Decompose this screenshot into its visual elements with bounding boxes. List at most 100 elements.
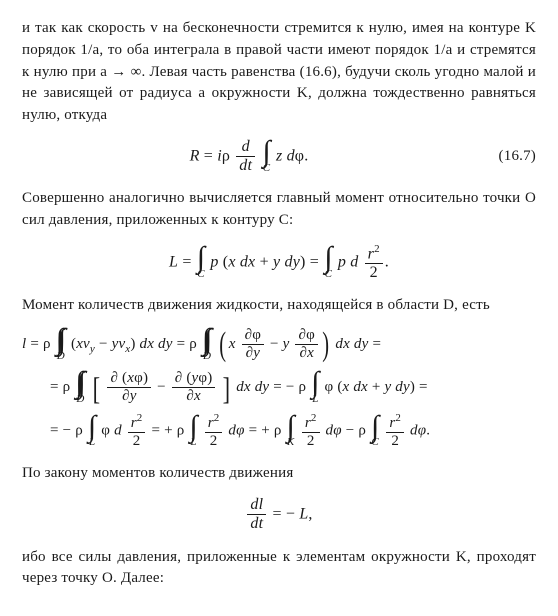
paragraph-5: ибо все силы давления, приложенные к эле…	[22, 547, 536, 591]
frac-dyphi-dx: ∂ (yφ) ∂x	[172, 371, 216, 404]
iint-D-1: ∫∫ D	[56, 327, 66, 362]
rhoE: ρ	[299, 379, 307, 395]
integral-C-3: ∫ C	[324, 245, 332, 280]
frac-dldt: dl dt	[247, 497, 266, 532]
iint-D-2: ∫∫ D	[202, 327, 212, 362]
integral-C-1: ∫ C	[262, 139, 270, 174]
phiG: φ	[101, 423, 110, 439]
frac-dphi-dy: ∂φ ∂y	[242, 328, 264, 361]
y1: y	[273, 253, 280, 270]
dxdyB: dx dy	[335, 336, 368, 352]
pa8: ∂	[186, 388, 194, 404]
frac-r2-2b: r2 2	[128, 413, 146, 449]
den2a: 2	[365, 264, 383, 282]
loD3: D	[75, 394, 85, 405]
eqB: =	[177, 336, 186, 352]
dyE: dy	[395, 379, 410, 395]
eq-sign: =	[204, 147, 213, 164]
pa6: ∂	[122, 388, 130, 404]
loC4: C	[371, 437, 379, 448]
dphiJ: dφ	[410, 423, 426, 439]
dt-den: dt	[239, 157, 252, 174]
yB: y	[283, 336, 290, 352]
pa7: ∂	[175, 370, 183, 386]
subxA: x	[125, 343, 130, 355]
dG: d	[114, 423, 122, 439]
phiD2: φ	[198, 370, 207, 386]
minD: −	[157, 379, 166, 395]
paragraph-4: По закону моментов количеств движения	[22, 463, 536, 485]
plusH: +	[164, 423, 173, 439]
loD2: D	[202, 351, 212, 362]
equation-16-7: R = iρ d dt ∫ C z dφ. (16.7)	[22, 139, 536, 174]
var-L: L	[169, 253, 178, 270]
var-z: z	[276, 147, 282, 164]
dphiH: dφ	[228, 423, 244, 439]
d2I: 2	[302, 433, 320, 450]
var-phi-1: φ	[295, 147, 304, 164]
plus1: +	[260, 253, 269, 270]
pa5: ∂	[110, 370, 118, 386]
eqE: =	[273, 379, 282, 395]
rhoI: ρ	[274, 423, 282, 439]
commaK: ,	[308, 505, 312, 522]
paragraph-2: Совершенно аналогично вычисляется главны…	[22, 188, 536, 232]
d3: d	[350, 253, 358, 270]
phiD1: φ	[134, 370, 143, 386]
frac-ddt: d dt	[236, 139, 255, 174]
int-L-1: ∫ L	[311, 370, 319, 405]
dotJ: .	[426, 423, 430, 439]
d2H: 2	[205, 433, 223, 450]
int-K: ∫ K	[286, 414, 294, 449]
var-rho: ρ	[222, 147, 230, 164]
int-L-2: ∫ L	[88, 414, 96, 449]
rhoB: ρ	[189, 336, 197, 352]
vyA: v	[83, 336, 90, 352]
eq-2: =	[182, 253, 191, 270]
equation-l-long: l = ρ ∫∫ D (xvy − yvx) dx dy = ρ ∫∫ D (x…	[22, 327, 536, 449]
pa4: ∂	[299, 345, 307, 361]
loL1: L	[311, 394, 319, 405]
frac-r2-2e: r2 2	[386, 413, 404, 449]
int-lower-C: C	[262, 163, 270, 174]
equation-L: L = ∫ C p (x dx + y dy) = ∫ C p d r2 2 .	[22, 244, 536, 282]
plusE: +	[372, 379, 381, 395]
d2G: 2	[128, 433, 146, 450]
phiB2: φ	[306, 327, 315, 343]
frac-dphi-dx: ∂φ ∂x	[295, 328, 317, 361]
loL3: L	[189, 437, 197, 448]
lK: l	[259, 496, 264, 513]
eqG: =	[50, 423, 59, 439]
var-p-2: p	[338, 253, 346, 270]
eqD: =	[50, 379, 59, 395]
dK: d	[250, 496, 258, 513]
minG: −	[63, 423, 72, 439]
subyA: y	[90, 343, 95, 355]
paragraph-1: и так как скорость v на бесконечности ст…	[22, 18, 536, 127]
eqA: =	[30, 336, 39, 352]
lo-C3: C	[324, 269, 332, 280]
minJ: −	[346, 423, 355, 439]
minA: −	[99, 336, 108, 352]
eqC: =	[372, 336, 381, 352]
integral-C-2: ∫ C	[197, 245, 205, 280]
dxdyA: dx dy	[140, 336, 173, 352]
rhoJ: ρ	[358, 423, 366, 439]
yE: y	[384, 379, 391, 395]
yB2: y	[253, 345, 260, 361]
long-line-3: = − ρ ∫ L φ d r2 2 = + ρ ∫ L r2 2 dφ = +…	[22, 413, 536, 449]
dphiI: dφ	[326, 423, 342, 439]
xB3: x	[307, 345, 314, 361]
eqH: =	[151, 423, 160, 439]
phiB1: φ	[252, 327, 261, 343]
rhoG: ρ	[75, 423, 83, 439]
paragraph-3: Момент количеств движения жидкости, нахо…	[22, 295, 536, 317]
d-num: d	[242, 138, 250, 155]
eqI: =	[249, 423, 258, 439]
plusI: +	[261, 423, 270, 439]
d-2: d	[287, 147, 295, 164]
int-L-3: ∫ L	[189, 414, 197, 449]
equation-number: (16.7)	[476, 146, 536, 168]
s2J: 2	[395, 412, 401, 424]
int-C-4: ∫ C	[371, 414, 379, 449]
